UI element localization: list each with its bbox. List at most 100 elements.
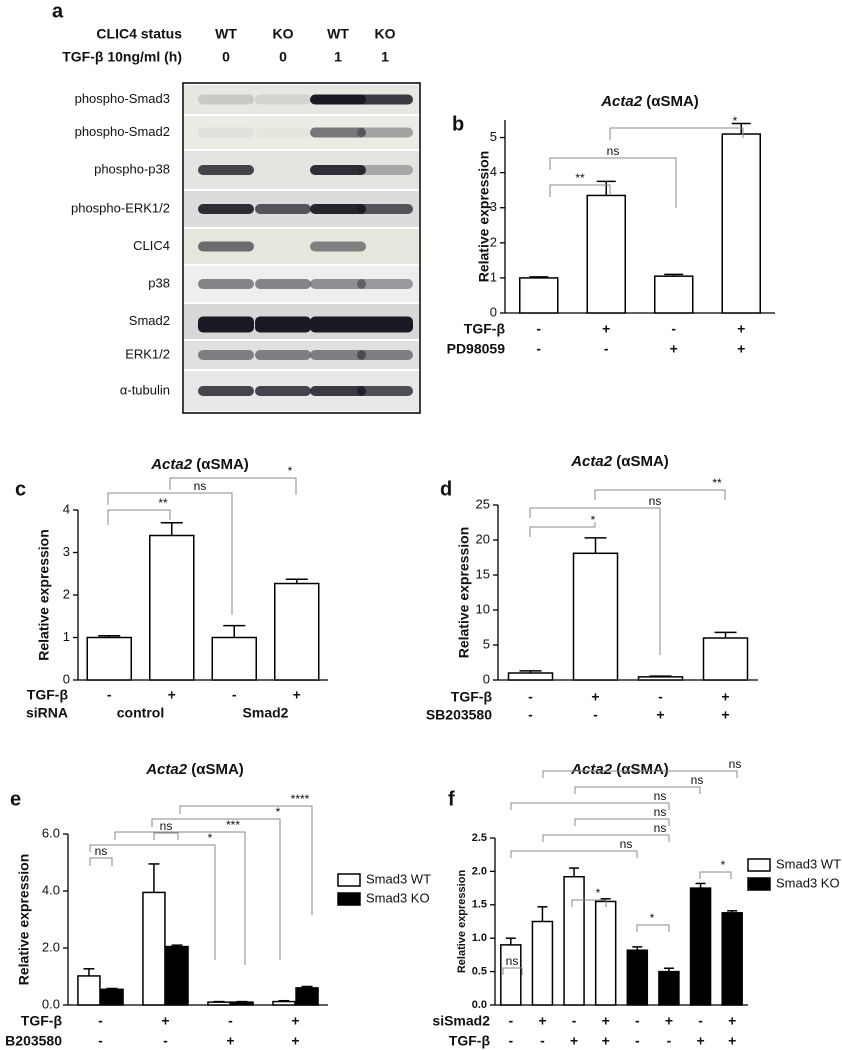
blot-band xyxy=(198,386,254,396)
y-tick-label: 5 xyxy=(483,636,490,651)
significance-label: * xyxy=(733,114,738,128)
bar xyxy=(721,133,761,314)
y-tick-label: 2.5 xyxy=(472,832,487,844)
title-rest: (αSMA) xyxy=(191,761,244,778)
blot-band xyxy=(310,204,366,214)
blot-band xyxy=(255,316,311,333)
bar xyxy=(654,275,694,314)
blot-row-label: phospho-Smad2 xyxy=(75,124,170,139)
y-tick-label: 6.0 xyxy=(42,825,60,840)
condition-value: - xyxy=(228,1013,233,1029)
condition-value: + xyxy=(721,689,729,705)
blot-band xyxy=(310,94,366,105)
lane-label: WT xyxy=(327,26,349,42)
blot-row-label: ERK1/2 xyxy=(125,346,170,361)
condition-value: - xyxy=(698,1013,703,1029)
blot-band xyxy=(357,279,413,289)
blot-band xyxy=(255,350,311,360)
condition-value: + xyxy=(670,341,678,357)
title-rest: (αSMA) xyxy=(646,93,699,110)
blot-band xyxy=(357,165,413,175)
condition-label: SB203580 xyxy=(426,707,492,723)
condition-value: + xyxy=(737,341,745,357)
condition-value: - xyxy=(163,1033,168,1049)
blot-band xyxy=(198,94,254,105)
significance-label: * xyxy=(650,911,655,925)
y-tick-label: 1.0 xyxy=(472,932,487,944)
y-tick-label: 15 xyxy=(476,566,490,581)
y-axis-label: Relative expression xyxy=(36,529,52,661)
y-tick-label: 5 xyxy=(490,129,497,144)
condition-label: TGF-β xyxy=(21,1013,63,1029)
significance-bracket xyxy=(510,802,670,810)
condition-value: + xyxy=(293,687,301,703)
significance-bracket xyxy=(179,805,313,915)
significance-label: ns xyxy=(691,773,704,787)
significance-bracket xyxy=(594,489,726,500)
legend-label: Smad3 WT xyxy=(366,871,431,886)
y-tick-label: 1 xyxy=(490,269,497,284)
lane-label: 1 xyxy=(334,49,342,65)
blot-band xyxy=(255,279,311,289)
blot-band xyxy=(198,165,254,175)
blot-row-label: phospho-ERK1/2 xyxy=(71,200,170,215)
significance-label: ns xyxy=(729,757,742,771)
significance-bracket xyxy=(574,786,701,794)
legend-swatch xyxy=(337,873,361,887)
y-tick-label: 2 xyxy=(63,586,70,601)
panel-letter: b xyxy=(452,113,464,135)
bar xyxy=(86,636,132,681)
title-gene: Acta2 xyxy=(570,761,613,778)
significance-label: ** xyxy=(158,496,168,510)
legend-label: Smad3 KO xyxy=(776,875,840,890)
y-tick-label: 4.0 xyxy=(42,882,60,897)
bar xyxy=(100,988,124,1006)
bar xyxy=(586,194,626,314)
condition-value: - xyxy=(107,687,112,703)
condition-label: siSmad2 xyxy=(432,1013,490,1029)
y-tick-label: 3 xyxy=(490,199,497,214)
blot-band xyxy=(357,94,413,105)
blot-row-label: phospho-Smad3 xyxy=(75,91,170,106)
title-gene: Acta2 xyxy=(600,93,643,110)
chart-title: Acta2 (αSMA) xyxy=(150,456,249,473)
y-tick-label: 3 xyxy=(63,544,70,559)
significance-label: ns xyxy=(649,494,662,508)
significance-label: ns xyxy=(506,954,519,968)
blot-band xyxy=(255,386,311,396)
condition-value: - xyxy=(98,1033,103,1049)
bar xyxy=(274,582,320,681)
significance-label: ns xyxy=(160,819,173,833)
blot-row-label: Smad2 xyxy=(129,313,170,328)
y-axis-label: Relative expression xyxy=(476,151,492,283)
bar xyxy=(721,912,743,1006)
condition-value: + xyxy=(161,1013,169,1029)
bar xyxy=(500,944,522,1006)
significance-label: ns xyxy=(620,837,633,851)
blot-band xyxy=(357,127,413,138)
condition-value: - xyxy=(635,1013,640,1029)
bar xyxy=(230,1001,254,1006)
significance-bracket xyxy=(549,157,677,208)
condition-value: - xyxy=(508,1013,513,1029)
blot-row-label: α-tubulin xyxy=(120,382,170,397)
y-tick-label: 10 xyxy=(476,601,490,616)
significance-label: ns xyxy=(654,789,667,803)
lane-label: WT xyxy=(215,26,237,42)
blot-band xyxy=(255,94,311,105)
panel-letter: d xyxy=(440,478,452,500)
bar xyxy=(531,920,554,1006)
legend-label: Smad3 KO xyxy=(366,890,430,905)
chart-title: Acta2 (αSMA) xyxy=(570,453,669,470)
blot-row-label: p38 xyxy=(148,275,170,290)
condition-label: PD98059 xyxy=(447,341,506,357)
condition-label: siRNA xyxy=(26,705,68,721)
panel-letter: c xyxy=(15,478,26,500)
blot-row-label: phospho-p38 xyxy=(94,161,170,176)
bar xyxy=(658,970,680,1006)
significance-bracket xyxy=(542,834,670,842)
blot-band xyxy=(310,279,366,289)
significance-bracket xyxy=(510,850,638,858)
bar xyxy=(519,277,559,314)
y-tick-label: 0.0 xyxy=(472,999,487,1011)
